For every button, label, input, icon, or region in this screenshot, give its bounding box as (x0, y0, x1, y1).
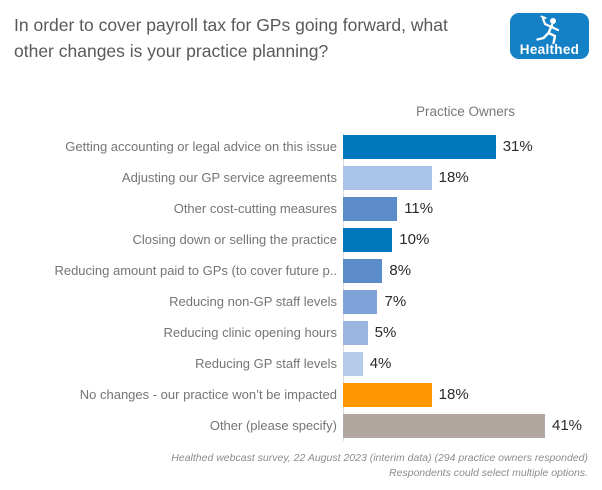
bar-chart: Getting accounting or legal advice on th… (0, 131, 602, 441)
logo-wordmark: Healthed (519, 42, 580, 57)
table-row: No changes - our practice won’t be impac… (0, 379, 602, 410)
bar[interactable] (343, 413, 545, 438)
value-label: 5% (374, 324, 397, 341)
category-label: Reducing non-GP staff levels (169, 294, 337, 309)
bar[interactable] (343, 196, 398, 221)
bar[interactable] (343, 227, 393, 252)
table-row: Adjusting our GP service agreements 18% (0, 162, 602, 193)
bar-cell: 8% (343, 255, 602, 286)
table-row: Other cost-cutting measures 11% (0, 193, 602, 224)
runner-icon (535, 15, 559, 45)
category-label: Closing down or selling the practice (132, 232, 338, 247)
value-label: 10% (399, 231, 430, 248)
bar-cell: 4% (343, 348, 602, 379)
source-note: Healthed webcast survey, 22 August 2023 … (171, 451, 588, 481)
table-row: Reducing non-GP staff levels 7% (0, 286, 602, 317)
bar-cell: 31% (343, 131, 602, 162)
healthed-logo: Healthed (510, 13, 589, 59)
bar-cell: 18% (343, 379, 602, 410)
bar[interactable] (343, 165, 432, 190)
category-label: Reducing GP staff levels (195, 356, 337, 371)
category-label: Reducing amount paid to GPs (to cover fu… (54, 263, 337, 278)
bar[interactable] (343, 258, 383, 283)
value-label: 18% (438, 169, 469, 186)
axis-line (343, 133, 344, 441)
bar-cell: 10% (343, 224, 602, 255)
value-label: 31% (502, 138, 533, 155)
category-label: No changes - our practice won’t be impac… (79, 387, 337, 402)
category-label: Other (please specify) (209, 418, 337, 433)
chart-title: In order to cover payroll tax for GPs go… (14, 15, 448, 61)
bar-cell: 11% (343, 193, 602, 224)
category-label: Getting accounting or legal advice on th… (65, 139, 337, 154)
table-row: Reducing amount paid to GPs (to cover fu… (0, 255, 602, 286)
bar-cell: 41% (343, 410, 602, 441)
category-label: Adjusting our GP service agreements (121, 170, 337, 185)
value-label: 41% (552, 417, 583, 434)
table-row: Closing down or selling the practice 10% (0, 224, 602, 255)
value-label: 11% (404, 200, 434, 217)
table-row: Reducing clinic opening hours 5% (0, 317, 602, 348)
value-label: 18% (438, 386, 469, 403)
source-note-line2: Respondents could select multiple option… (388, 467, 588, 479)
column-header: Practice Owners (415, 104, 516, 119)
bar[interactable] (343, 289, 378, 314)
bar[interactable] (343, 351, 363, 376)
table-row: Other (please specify) 41% (0, 410, 602, 441)
bar-cell: 7% (343, 286, 602, 317)
table-row: Reducing GP staff levels 4% (0, 348, 602, 379)
bar[interactable] (343, 134, 496, 159)
value-label: 8% (389, 262, 412, 279)
bar[interactable] (343, 320, 368, 345)
bar[interactable] (343, 382, 432, 407)
category-label: Other cost-cutting measures (173, 201, 337, 216)
bar-cell: 5% (343, 317, 602, 348)
source-note-line1: Healthed webcast survey, 22 August 2023 … (171, 452, 588, 464)
category-label: Reducing clinic opening hours (163, 325, 337, 340)
value-label: 7% (384, 293, 407, 310)
table-row: Getting accounting or legal advice on th… (0, 131, 602, 162)
value-label: 4% (369, 355, 392, 372)
bar-cell: 18% (343, 162, 602, 193)
